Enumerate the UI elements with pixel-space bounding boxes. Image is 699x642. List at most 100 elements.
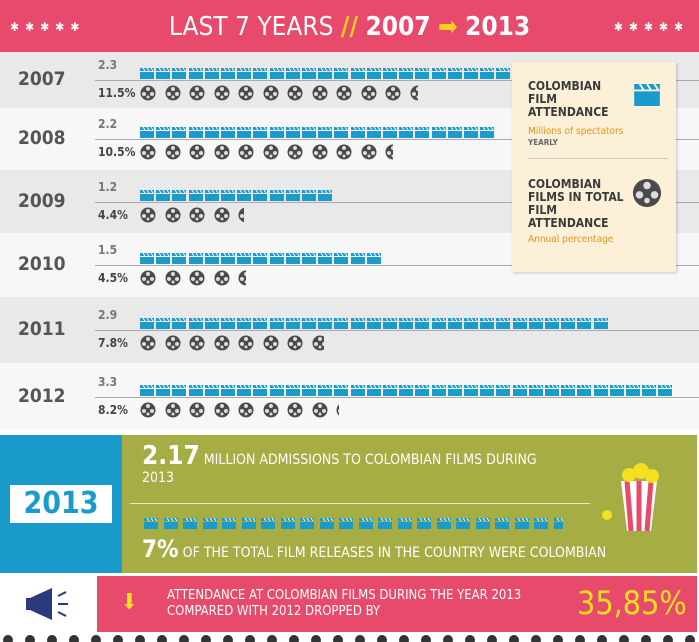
reel-icon [312,144,328,160]
clapper-icon [383,124,397,138]
dot [553,635,563,642]
reel-icon [165,144,181,160]
clapper-icon [269,124,284,138]
clapper-icon [156,250,171,264]
dot [267,635,277,642]
clapper-icon [269,315,284,329]
clapper-icon [253,187,268,201]
reel-icon [312,402,328,418]
clapper-icon [436,515,451,529]
clapper-icon [534,515,548,529]
dot [685,635,695,642]
clapper-icon [350,65,365,79]
clapper-icon [280,515,295,529]
year-label: 2012 [18,384,66,407]
dot [135,635,145,642]
dot [509,635,519,642]
reel-icon [140,402,156,418]
clapper-icon [302,187,316,201]
clapper-icon [464,315,478,329]
to-year: 2013 [465,12,531,42]
dot [597,635,607,642]
reel-icon [312,85,328,101]
clapper-icon [399,382,414,396]
clapper-icon [553,515,564,529]
legend-note: YEARLY [528,138,558,147]
reel-icon [410,85,418,101]
clapper-icon [269,65,284,79]
clapper-icon [163,515,178,529]
bottom-strip [3,635,695,642]
clapper-icon [221,187,235,201]
stars: ✱✱✱✱✱ [613,20,689,34]
clapper-icon [302,250,316,264]
clapper-icon [512,382,527,396]
reel-icon [165,85,181,101]
reel-icon [336,402,340,418]
clapper-icon [204,250,219,264]
clapper-icon [447,315,462,329]
divider [528,158,668,159]
clapper-icon [383,382,397,396]
clapper-icon [415,382,430,396]
clapper-icon [415,65,430,79]
share-label: 4.5% [98,271,128,285]
highlight-year: 2013 [10,485,112,523]
footer-text: ATTENDANCE AT COLOMBIAN FILMS DURING THE… [167,588,522,619]
reel-icon [189,144,205,160]
dot [355,635,365,642]
reel-icon [385,144,393,160]
clapper-icon [339,515,353,529]
clapper-icon [318,65,333,79]
clapper-icon [415,124,430,138]
clapper-icon [188,124,203,138]
rule [95,139,699,140]
clapper-icon [172,382,187,396]
dot [641,635,651,642]
clapper-icon [253,315,268,329]
clapper-icon [285,315,300,329]
divider [130,503,590,504]
clapper-icon [172,124,187,138]
clapper-icon [253,382,268,396]
clapper-icon [480,382,495,396]
dot [157,635,167,642]
reel-icon [165,207,181,223]
clapper-icon [253,250,268,264]
clapper-icon [140,187,154,201]
clapper-icon [496,315,511,329]
clapper-icon [431,124,446,138]
dot [311,635,321,642]
clapper-icon [140,382,154,396]
clapper-icon [366,65,381,79]
clapper-icon [188,65,203,79]
clapper-icon [221,382,235,396]
dot [333,635,343,642]
dot [443,635,453,642]
clapper-icon [545,382,559,396]
clapper-icon [431,382,446,396]
reel-icon [312,335,325,351]
clapper-icon [204,65,219,79]
clapper-icon [350,124,365,138]
clapper-icon [366,250,381,264]
attendance-label: 1.5 [98,243,118,257]
clapper-icon [222,515,236,529]
clapper-icon [144,515,158,529]
dot [575,635,585,642]
reel-icon [214,270,230,286]
header: LAST 7 YEARS // 2007 ➡ 2013 ✱✱✱✱✱ ✱✱✱✱✱ [0,0,699,52]
share-value: 7% [142,535,179,563]
clapper-icon [358,515,373,529]
clapper-icon [383,315,397,329]
rule [95,201,699,203]
reel-icon [140,144,156,160]
reel-icon [189,270,205,286]
footer: ⬇ ATTENDANCE AT COLOMBIAN FILMS DURING T… [97,576,697,632]
clapper-icon [399,315,414,329]
reel-icon [238,270,246,286]
clapper-icon [172,65,187,79]
legend: COLOMBIAN FILM ATTENDANCE Millions of sp… [512,62,676,272]
clapper-icon [456,515,470,529]
